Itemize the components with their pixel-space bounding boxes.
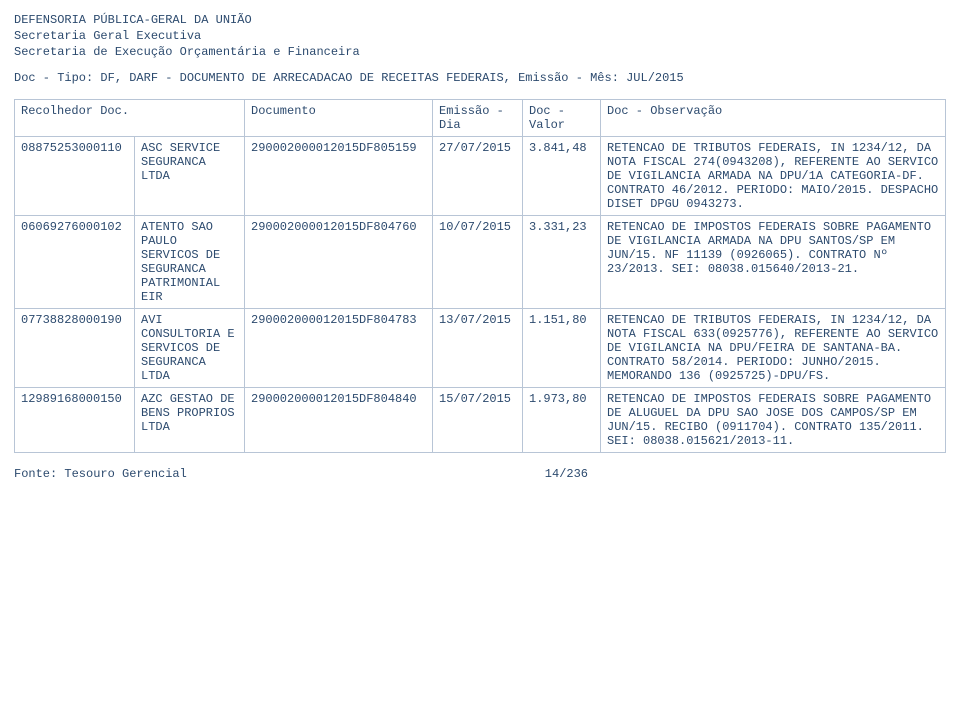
- cell-recolhedor-name: AZC GESTAO DE BENS PROPRIOS LTDA: [135, 387, 245, 452]
- cell-recolhedor-id: 12989168000150: [15, 387, 135, 452]
- cell-valor: 1.151,80: [523, 308, 601, 387]
- col-header-recolhedor: Recolhedor Doc.: [15, 99, 245, 136]
- cell-recolhedor-name: ATENTO SAO PAULO SERVICOS DE SEGURANCA P…: [135, 215, 245, 308]
- footer: Fonte: Tesouro Gerencial 14/236: [14, 467, 946, 481]
- col-header-emissao: Emissão - Dia: [433, 99, 523, 136]
- table-row: 12989168000150 AZC GESTAO DE BENS PROPRI…: [15, 387, 946, 452]
- cell-recolhedor-name: AVI CONSULTORIA E SERVICOS DE SEGURANCA …: [135, 308, 245, 387]
- table-row: 06069276000102 ATENTO SAO PAULO SERVICOS…: [15, 215, 946, 308]
- header-line-1: DEFENSORIA PÚBLICA-GERAL DA UNIÃO: [14, 12, 946, 28]
- header-line-3: Secretaria de Execução Orçamentária e Fi…: [14, 44, 946, 60]
- cell-documento: 290002000012015DF804840: [245, 387, 433, 452]
- cell-documento: 290002000012015DF804760: [245, 215, 433, 308]
- cell-recolhedor-name: ASC SERVICE SEGURANCA LTDA: [135, 136, 245, 215]
- header-line-2: Secretaria Geral Executiva: [14, 28, 946, 44]
- data-table: Recolhedor Doc. Documento Emissão - Dia …: [14, 99, 946, 453]
- table-header-row: Recolhedor Doc. Documento Emissão - Dia …: [15, 99, 946, 136]
- cell-emissao: 15/07/2015: [433, 387, 523, 452]
- col-header-observ: Doc - Observação: [601, 99, 946, 136]
- cell-documento: 290002000012015DF804783: [245, 308, 433, 387]
- cell-valor: 1.973,80: [523, 387, 601, 452]
- cell-valor: 3.841,48: [523, 136, 601, 215]
- doc-tipo-line: Doc - Tipo: DF, DARF - DOCUMENTO DE ARRE…: [14, 71, 946, 85]
- cell-observ: RETENCAO DE IMPOSTOS FEDERAIS SOBRE PAGA…: [601, 387, 946, 452]
- col-header-valor: Doc - Valor: [523, 99, 601, 136]
- footer-source: Fonte: Tesouro Gerencial: [14, 467, 187, 481]
- cell-recolhedor-id: 08875253000110: [15, 136, 135, 215]
- cell-valor: 3.331,23: [523, 215, 601, 308]
- cell-recolhedor-id: 06069276000102: [15, 215, 135, 308]
- cell-observ: RETENCAO DE IMPOSTOS FEDERAIS SOBRE PAGA…: [601, 215, 946, 308]
- cell-emissao: 10/07/2015: [433, 215, 523, 308]
- header-block: DEFENSORIA PÚBLICA-GERAL DA UNIÃO Secret…: [14, 12, 946, 61]
- cell-observ: RETENCAO DE TRIBUTOS FEDERAIS, IN 1234/1…: [601, 308, 946, 387]
- cell-documento: 290002000012015DF805159: [245, 136, 433, 215]
- table-row: 08875253000110 ASC SERVICE SEGURANCA LTD…: [15, 136, 946, 215]
- cell-emissao: 13/07/2015: [433, 308, 523, 387]
- table-row: 07738828000190 AVI CONSULTORIA E SERVICO…: [15, 308, 946, 387]
- cell-emissao: 27/07/2015: [433, 136, 523, 215]
- cell-observ: RETENCAO DE TRIBUTOS FEDERAIS, IN 1234/1…: [601, 136, 946, 215]
- cell-recolhedor-id: 07738828000190: [15, 308, 135, 387]
- col-header-documento: Documento: [245, 99, 433, 136]
